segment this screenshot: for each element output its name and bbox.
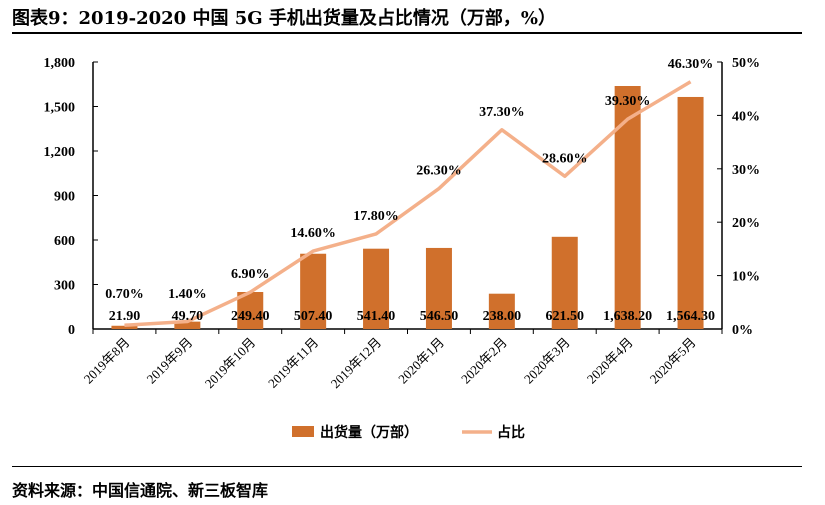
bar <box>174 321 201 329</box>
left-tick-label: 900 <box>54 190 75 205</box>
share-value-label: 46.30% <box>668 57 714 72</box>
chart-title: 图表9：2019-2020 中国 5G 手机出货量及占比情况（万部，%） <box>12 8 556 29</box>
bar <box>488 293 515 329</box>
bar-value-label: 21.90 <box>109 309 141 324</box>
source-rule <box>12 466 802 467</box>
right-tick-label: 20% <box>732 216 760 231</box>
bar-value-label: 1,638.20 <box>603 309 652 324</box>
bar <box>363 248 390 329</box>
right-tick-label: 0% <box>732 323 753 338</box>
legend-bar-label: 出货量（万部） <box>320 424 418 441</box>
left-tick-label: 600 <box>54 234 75 249</box>
share-value-label: 28.60% <box>542 151 588 166</box>
left-tick-label: 1,800 <box>44 56 76 71</box>
x-tick-label: 2020年3月 <box>521 335 573 387</box>
bar-value-label: 541.40 <box>357 309 396 324</box>
left-tick-label: 1,200 <box>44 145 76 160</box>
x-tick-label: 2020年1月 <box>395 335 447 387</box>
share-value-label: 0.70% <box>105 287 144 302</box>
bar-value-label: 238.00 <box>483 309 522 324</box>
right-tick-label: 30% <box>732 163 760 178</box>
bar-value-label: 249.40 <box>231 309 270 324</box>
bar <box>551 236 578 329</box>
x-tick-label: 2020年4月 <box>584 335 636 387</box>
bar-value-label: 49.70 <box>172 309 204 324</box>
bar-value-label: 546.50 <box>420 309 459 324</box>
bar <box>677 96 704 330</box>
x-tick-label: 2019年8月 <box>81 335 133 387</box>
right-tick-label: 50% <box>732 56 760 71</box>
left-tick-label: 0 <box>68 323 75 338</box>
share-value-label: 39.30% <box>605 94 651 109</box>
share-value-label: 6.90% <box>231 267 270 282</box>
bar-value-label: 507.40 <box>294 309 333 324</box>
bar-value-label: 1,564.30 <box>666 309 715 324</box>
x-tick-label: 2019年12月 <box>328 335 385 392</box>
bar <box>300 253 327 329</box>
right-tick-label: 40% <box>732 109 760 124</box>
legend-line-label: 占比 <box>497 424 525 441</box>
x-tick-label: 2020年5月 <box>647 335 699 387</box>
share-value-label: 37.30% <box>479 105 525 120</box>
left-tick-label: 300 <box>54 279 75 294</box>
x-tick-label: 2019年9月 <box>143 335 195 387</box>
x-tick-label: 2019年11月 <box>265 335 321 391</box>
share-value-label: 14.60% <box>290 226 336 241</box>
share-value-label: 1.40% <box>168 287 207 302</box>
title-rule <box>12 32 802 34</box>
bar-value-label: 621.50 <box>546 309 585 324</box>
source-note: 资料来源：中国信通院、新三板智库 <box>12 481 269 500</box>
bar <box>614 86 641 329</box>
left-tick-label: 1,500 <box>44 101 76 116</box>
share-value-label: 26.30% <box>416 164 462 179</box>
share-value-label: 17.80% <box>353 209 399 224</box>
bar <box>111 325 138 329</box>
legend-bar-swatch <box>292 426 314 437</box>
x-tick-label: 2020年2月 <box>458 335 510 387</box>
bar <box>237 292 264 329</box>
x-tick-label: 2019年10月 <box>202 335 259 392</box>
right-tick-label: 10% <box>732 270 760 285</box>
share-line <box>124 80 692 328</box>
bar <box>425 247 452 329</box>
